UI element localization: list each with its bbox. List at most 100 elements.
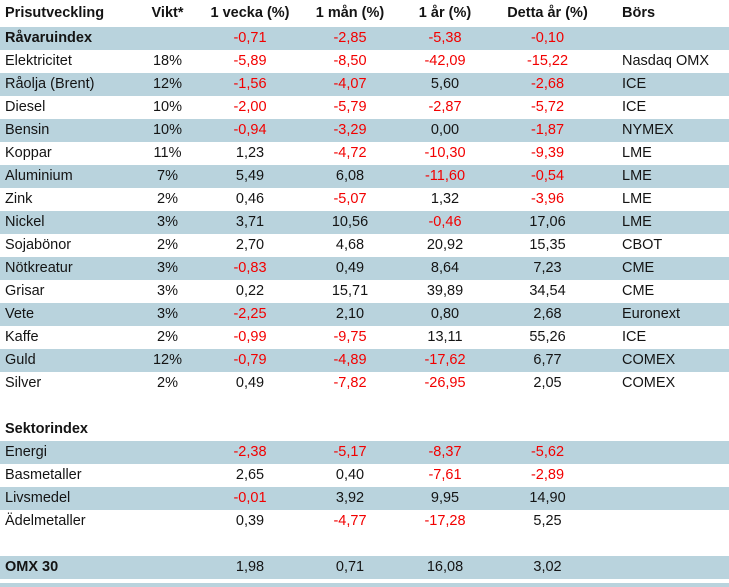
ytd-value: -3,96 (530, 191, 565, 208)
ytd-value: -0,10 (530, 30, 565, 47)
ytd-value: 17,06 (529, 214, 566, 231)
one-week-value: 0,22 (235, 283, 265, 300)
exchange-value: LME (622, 168, 652, 185)
one-month-value: -4,07 (333, 76, 367, 93)
ytd-value: -2,89 (530, 467, 565, 484)
ytd-value: -9,39 (530, 145, 565, 162)
header-vikt: Vikt* (151, 5, 184, 22)
one-week-value: 2,70 (235, 237, 265, 254)
header-1-man: 1 mån (%) (315, 5, 385, 22)
row-label: Elektricitet (5, 53, 72, 70)
table-row: Aluminium 7% 5,49 6,08 -11,60 -0,54 LME (0, 165, 729, 188)
weight-value: 18% (152, 53, 183, 70)
header-1-vecka: 1 vecka (%) (210, 5, 290, 22)
one-week-value: -0,71 (233, 30, 267, 47)
exchange-value: CME (622, 260, 655, 277)
ytd-value: 7,23 (533, 260, 562, 277)
one-month-value: -8,50 (333, 53, 367, 70)
one-week-value: -0,83 (233, 260, 267, 277)
one-month-value: 15,71 (331, 283, 369, 300)
exchange-value: COMEX (622, 352, 676, 369)
weight-value: 3% (157, 214, 178, 231)
one-year-value: -11,60 (424, 168, 466, 185)
one-week-value: 0,39 (235, 513, 265, 530)
row-label: Energi (5, 444, 47, 461)
one-week-value: 5,49 (235, 168, 265, 185)
row-label: Basmetaller (5, 467, 82, 484)
weight-value: 10% (152, 99, 183, 116)
one-week-value: -0,79 (233, 352, 267, 369)
weight-value: 3% (157, 306, 178, 323)
one-week-value: 0,49 (235, 375, 265, 392)
one-year-value: 20,92 (426, 237, 464, 254)
table-row: Ädelmetaller 0,39 -4,77 -17,28 5,25 (0, 510, 729, 533)
one-year-value: 1,32 (430, 191, 460, 208)
weight-value: 10% (152, 122, 183, 139)
table-row: Livsmedel -0,01 3,92 9,95 14,90 (0, 487, 729, 510)
one-month-value: -7,82 (333, 375, 367, 392)
table-row: Bensin 10% -0,94 -3,29 0,00 -1,87 NYMEX (0, 119, 729, 142)
row-label: Diesel (5, 99, 46, 116)
one-year-value: 0,00 (430, 122, 460, 139)
table-header-row: Prisutveckling Vikt* 1 vecka (%) 1 mån (… (0, 0, 729, 27)
table-row: Grisar 3% 0,22 15,71 39,89 34,54 CME (0, 280, 729, 303)
one-year-value: 8,64 (430, 260, 460, 277)
table-row: Nickel 3% 3,71 10,56 -0,46 17,06 LME (0, 211, 729, 234)
one-week-value: -2,38 (233, 444, 267, 461)
ytd-value: 15,35 (529, 237, 566, 254)
ytd-value: 2,05 (533, 375, 562, 392)
table-row: Råolja (Brent) 12% -1,56 -4,07 5,60 -2,68 ICE (0, 73, 729, 96)
header-detta-ar: Detta år (%) (507, 5, 588, 22)
ytd-value: 2,68 (533, 306, 562, 323)
row-label: Sektorindex (5, 421, 88, 438)
one-week-value: -0,01 (233, 490, 267, 507)
row-label: Zink (5, 191, 33, 208)
ytd-value: -0,54 (530, 168, 565, 185)
row-label: Ädelmetaller (5, 513, 86, 530)
row-label: Sojabönor (5, 237, 72, 254)
one-year-value: -5,38 (428, 30, 462, 47)
spacer-row (0, 395, 729, 418)
one-year-value: -7,61 (428, 467, 462, 484)
one-year-value: -26,95 (424, 375, 466, 392)
one-month-value: -4,72 (333, 145, 367, 162)
one-month-value: 2,10 (335, 306, 365, 323)
table-row: OMX 30 1,98 0,71 16,08 3,02 (0, 556, 729, 579)
table-row: Sektorindex (0, 418, 729, 441)
one-year-value: 9,95 (430, 490, 460, 507)
ytd-value: 3,02 (533, 559, 562, 576)
bottom-partial-row (0, 583, 729, 587)
one-week-value: 0,46 (235, 191, 265, 208)
one-year-value: -0,46 (428, 214, 462, 231)
exchange-value: LME (622, 145, 652, 162)
weight-value: 2% (157, 329, 178, 346)
exchange-value: LME (622, 191, 652, 208)
one-year-value: 5,60 (430, 76, 460, 93)
one-year-value: 13,11 (427, 329, 463, 346)
one-month-value: -2,85 (333, 30, 367, 47)
one-month-value: -9,75 (333, 329, 367, 346)
one-week-value: 2,65 (235, 467, 265, 484)
spacer-row (0, 533, 729, 556)
weight-value: 12% (152, 76, 183, 93)
weight-value: 2% (157, 191, 178, 208)
one-month-value: -4,89 (333, 352, 367, 369)
one-year-value: -2,87 (428, 99, 462, 116)
one-year-value: 0,80 (430, 306, 460, 323)
row-label: Nötkreatur (5, 260, 73, 277)
table-row: Guld 12% -0,79 -4,89 -17,62 6,77 COMEX (0, 349, 729, 372)
weight-value: 3% (157, 260, 178, 277)
exchange-value: LME (622, 214, 652, 231)
weight-value: 12% (152, 352, 183, 369)
exchange-value: ICE (622, 329, 647, 346)
ytd-value: 34,54 (529, 283, 566, 300)
one-month-value: -3,29 (333, 122, 367, 139)
exchange-value: CME (622, 283, 655, 300)
table-row: Råvaruindex -0,71 -2,85 -5,38 -0,10 (0, 27, 729, 50)
one-year-value: -17,28 (424, 513, 466, 530)
table-row: Elektricitet 18% -5,89 -8,50 -42,09 -15,22 Nas… (0, 50, 729, 73)
row-label: OMX 30 (5, 559, 59, 576)
weight-value: 7% (157, 168, 178, 185)
row-label: Bensin (5, 122, 50, 139)
row-label: Kaffe (5, 329, 39, 346)
